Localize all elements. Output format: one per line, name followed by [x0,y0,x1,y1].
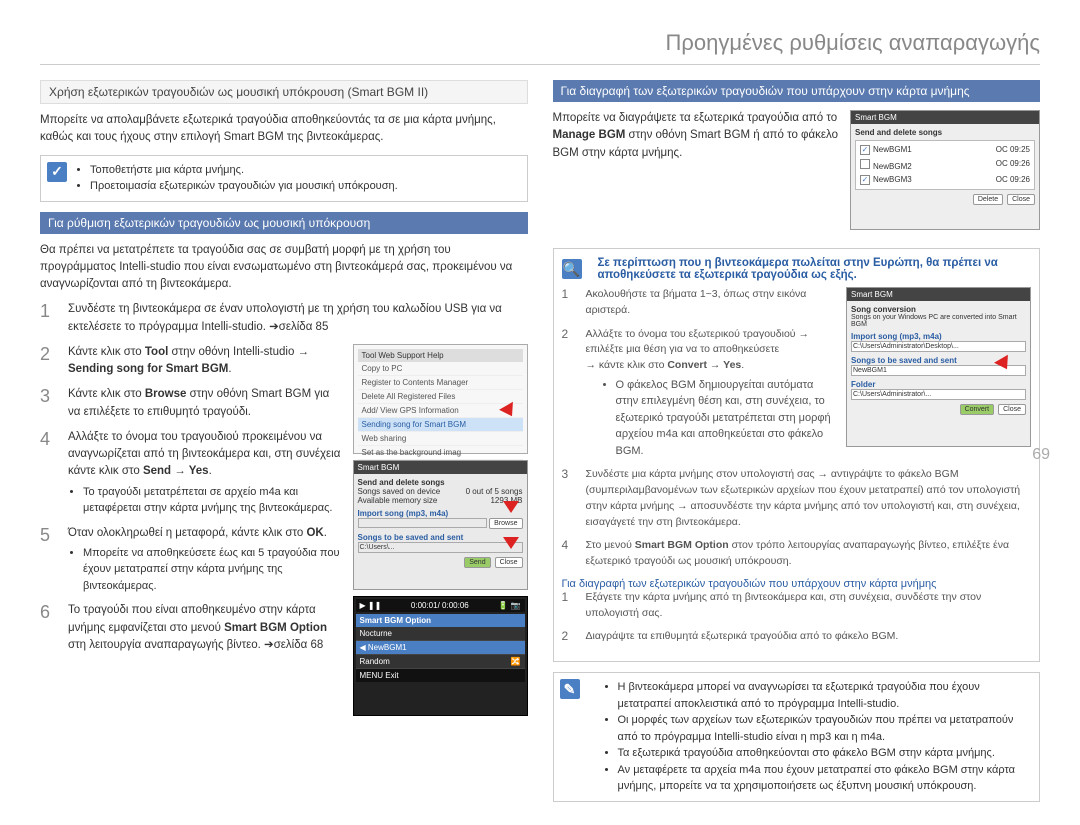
r-step-3: Συνδέστε μια κάρτα μνήμης στον υπολογιστ… [586,467,1032,530]
delete-button[interactable]: Delete [973,194,1003,205]
screenshot-player: ▶ ❚❚0:00:01/ 0:00:06🔋 📷 Smart BGM Option… [353,596,528,716]
step-4-text: Αλλάξτε το όνομα του τραγουδιού προκειμέ… [68,429,341,517]
magnify-icon: 🔍 [562,259,582,279]
right-header-1: Για διαγραφή των εξωτερικών τραγουδιών π… [553,80,1041,102]
left-intro: Μπορείτε να απολαμβάνετε εξωτερικά τραγο… [40,112,528,147]
step-number: 6 [40,602,58,623]
info-bullet: Τοποθετήστε μια κάρτα μνήμης. [90,162,521,179]
info-box-card: ✓ Τοποθετήστε μια κάρτα μνήμης. Προετοιμ… [40,155,528,202]
step-number: 2 [562,327,576,341]
page-title: Προηγμένες ρυθμίσεις αναπαραγωγής [40,30,1040,65]
screenshot-manage-bgm: Smart BGM Send and delete songs ✓NewBGM1… [850,110,1040,230]
notes-box: ✎ Η βιντεοκάμερα μπορεί να αναγνωρίσει τ… [553,672,1041,802]
step-number: 1 [40,301,58,322]
red-arrow-icon [503,501,519,513]
step-number: 1 [562,590,576,604]
step-number: 3 [40,386,58,407]
step-number: 4 [562,538,576,552]
r-step-1: Ακολουθήστε τα βήματα 1~3, όπως στην εικ… [586,287,837,319]
left-para-2: Θα πρέπει να μετατρέπετε τα τραγούδια σα… [40,242,528,294]
check-icon: ✓ [47,162,67,182]
screenshot-tool-menu: Tool Web Support Help Copy to PC Registe… [353,344,528,454]
page-number: 69 [1032,446,1050,464]
step-number: 3 [562,467,576,481]
right-column: Για διαγραφή των εξωτερικών τραγουδιών π… [553,80,1041,812]
left-header-2: Για ρύθμιση εξωτερικών τραγουδιών ως μου… [40,212,528,234]
step-2-text: Κάντε κλικ στο Tool στην οθόνη Intelli-s… [68,344,341,379]
step-number: 2 [562,629,576,643]
r-step-4: Στο μενού Smart BGM Option στον τρόπο λε… [586,538,1032,570]
note-item: Τα εξωτερικά τραγούδια αποθηκεύονται στο… [618,745,1034,762]
close-button[interactable]: Close [1007,194,1035,205]
note-item: Αν μεταφέρετε τα αρχεία m4a που έχουν με… [618,762,1034,795]
del-step-1: Εξάγετε την κάρτα μνήμης από τη βιντεοκά… [586,590,1032,622]
red-arrow-icon [503,537,519,549]
europe-info-box: 🔍 Σε περίπτωση που η βιντεοκάμερα πωλείτ… [553,248,1041,662]
left-header-1: Χρήση εξωτερικών τραγουδιών ως μουσική υ… [40,80,528,104]
info-bullet: Προετοιμασία εξωτερικών τραγουδιών για μ… [90,178,521,195]
pencil-icon: ✎ [560,679,580,699]
r-step-2: Αλλάξτε το όνομα του εξωτερικού τραγουδι… [586,327,837,460]
close-button[interactable]: Close [998,404,1026,415]
convert-button[interactable]: Convert [960,404,995,415]
step-number: 5 [40,525,58,546]
del-step-2: Διαγράψτε τα επιθυμητά εξωτερικά τραγούδ… [586,629,1032,645]
screenshot-smart-bgm: Smart BGM Send and delete songs Songs sa… [353,460,528,590]
send-button[interactable]: Send [464,557,490,568]
note-item: Η βιντεοκάμερα μπορεί να αναγνωρίσει τα … [618,679,1034,712]
step-number: 4 [40,429,58,450]
step-number: 2 [40,344,58,365]
left-column: Χρήση εξωτερικών τραγουδιών ως μουσική υ… [40,80,528,812]
step-6-text: Το τραγούδι που είναι αποθηκευμένο στην … [68,602,341,654]
step-1-text: Συνδέστε τη βιντεοκάμερα σε έναν υπολογι… [68,301,528,336]
right-header-2: Για διαγραφή των εξωτερικών τραγουδιών π… [562,578,1032,590]
note-item: Οι μορφές των αρχείων των εξωτερικών τρα… [618,712,1034,745]
step-number: 1 [562,287,576,301]
close-button[interactable]: Close [495,557,523,568]
step-5-text: Όταν ολοκληρωθεί η μεταφορά, κάντε κλικ … [68,525,341,595]
screenshot-convert: Smart BGM Song conversion Songs on your … [846,287,1031,447]
step-3-text: Κάντε κλικ στο Browse στην οθόνη Smart B… [68,386,341,421]
